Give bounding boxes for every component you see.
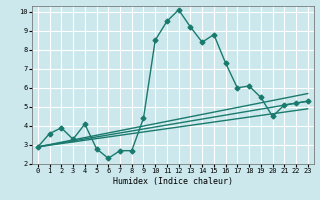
X-axis label: Humidex (Indice chaleur): Humidex (Indice chaleur): [113, 177, 233, 186]
